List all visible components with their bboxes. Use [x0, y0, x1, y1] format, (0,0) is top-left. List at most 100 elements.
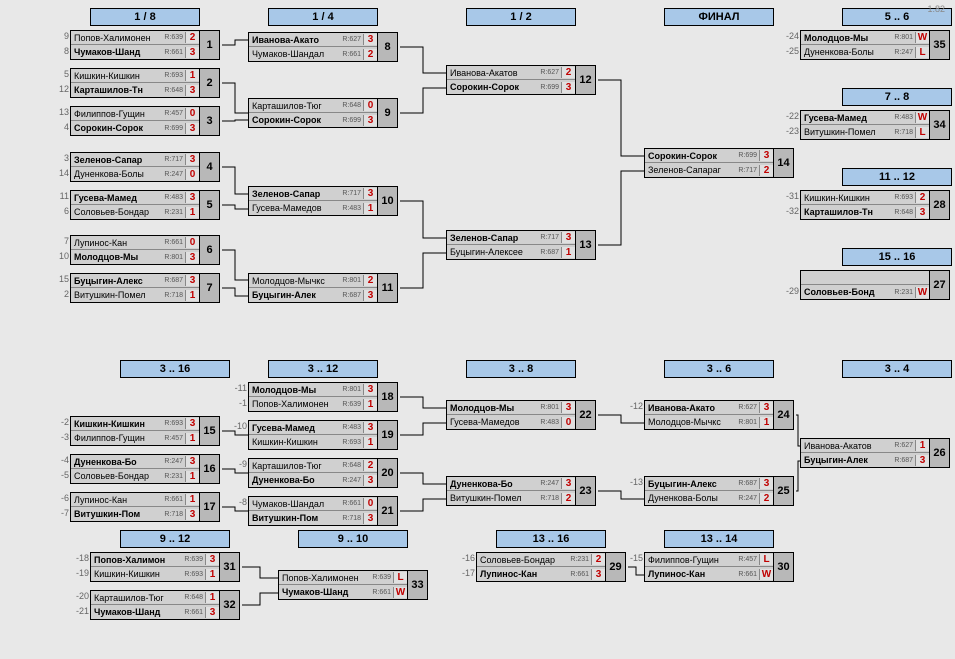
seed-number: 8 — [51, 46, 69, 56]
match-3: 134Филиппов-ГущинR:4570Сорокин-СорокR:69… — [70, 106, 220, 136]
player-rating: R:801 — [540, 404, 561, 411]
seed-number: 12 — [51, 84, 69, 94]
match-player-row: Витушкин-ПомR:7183 — [249, 511, 377, 525]
match-number: 29 — [605, 553, 625, 581]
match-number: 19 — [377, 421, 397, 449]
match-30: -15Филиппов-ГущинR:457LЛупинос-КанR:661W… — [644, 552, 794, 582]
match-number: 15 — [199, 417, 219, 445]
seed-number: 11 — [51, 191, 69, 201]
player-name: Сорокин-Сорок — [249, 115, 342, 125]
match-number: 35 — [929, 31, 949, 59]
match-player-row: Молодцов-МыR:8013 — [447, 401, 575, 415]
player-rating: R:648 — [184, 594, 205, 601]
player-name: Соловьев-Бонд — [801, 287, 894, 297]
seed-number: -4 — [51, 455, 69, 465]
player-rating: R:247 — [894, 49, 915, 56]
match-player-row: Соловьев-БондарR:2311 — [71, 205, 199, 219]
match-player-row: Кишкин-КишкинR:6931 — [249, 435, 377, 449]
match-player-row: Молодцов-МыR:8013 — [249, 383, 377, 397]
match-5: 116Гусева-МамедR:4833Соловьев-БондарR:23… — [70, 190, 220, 220]
player-rating: R:231 — [164, 209, 185, 216]
match-player-row: Дуненкова-БолыR:247L — [801, 45, 929, 59]
player-name: Дуненкова-Болы — [71, 169, 164, 179]
player-rating: R:627 — [738, 404, 759, 411]
match-player-row: Дуненкова-БоR:2473 — [71, 455, 199, 469]
player-score: L — [915, 47, 929, 58]
player-rating: R:247 — [164, 458, 185, 465]
round-header: 3 .. 4 — [842, 360, 952, 378]
match-10: Зеленов-СапарR:7173Гусева-МамедовR:48311… — [248, 186, 398, 216]
match-number: 7 — [199, 274, 219, 302]
seed-number: -25 — [781, 46, 799, 56]
seed-number: -18 — [71, 553, 89, 563]
player-name: Дуненкова-Бо — [249, 475, 342, 485]
match-11: Молодцов-МычксR:8012Буцыгин-АлекR:687311 — [248, 273, 398, 303]
round-header: 15 .. 16 — [842, 248, 952, 266]
match-player-row: Иванова-АкатоR:6273 — [645, 401, 773, 415]
player-rating: R:801 — [738, 419, 759, 426]
player-rating: R:699 — [164, 125, 185, 132]
player-score: 2 — [561, 67, 575, 78]
player-score: 3 — [185, 418, 199, 429]
player-name: Чумаков-Шанд — [71, 47, 164, 57]
player-score: 3 — [185, 192, 199, 203]
player-name: Буцыгин-Алекс — [71, 276, 164, 286]
seed-number: -2 — [51, 417, 69, 427]
round-header: 7 .. 8 — [842, 88, 952, 106]
match-number: 21 — [377, 497, 397, 525]
match-player-row: Кишкин-КишкинR:6931 — [91, 567, 219, 581]
player-rating: R:718 — [894, 129, 915, 136]
match-player-row: Чумаков-ШандR:6613 — [91, 605, 219, 619]
match-16: -4-5Дуненкова-БоR:2473Соловьев-БондарR:2… — [70, 454, 220, 484]
player-name: Лупинос-Кан — [71, 238, 164, 248]
seed-number: 9 — [51, 31, 69, 41]
player-name: Кишкин-Кишкин — [249, 437, 342, 447]
seed-number: 14 — [51, 168, 69, 178]
seed-number: 5 — [51, 69, 69, 79]
player-name: Витушкин-Пом — [249, 513, 342, 523]
match-player-row: Иванова-АкатовR:6272 — [447, 66, 575, 80]
match-player-row: Соловьев-БондарR:2311 — [71, 469, 199, 483]
player-rating: R:627 — [342, 36, 363, 43]
player-name: Иванова-Акато — [249, 35, 342, 45]
match-number: 9 — [377, 99, 397, 127]
player-rating: R:687 — [894, 457, 915, 464]
match-player-row: Иванова-АкатовR:6271 — [801, 439, 929, 453]
match-4: 314Зеленов-СапарR:7173Дуненкова-БолыR:24… — [70, 152, 220, 182]
match-player-row: Кишкин-КишкинR:6932 — [801, 191, 929, 205]
player-score: 3 — [591, 569, 605, 580]
match-player-row: Сорокин-СорокR:6993 — [71, 121, 199, 135]
seed-number: -12 — [625, 401, 643, 411]
player-score: 1 — [363, 437, 377, 448]
match-15: -2-3Кишкин-КишкинR:6933Филиппов-ГущинR:4… — [70, 416, 220, 446]
player-rating: R:231 — [894, 289, 915, 296]
player-rating: R:483 — [164, 194, 185, 201]
match-player-row: Гусева-МамедовR:4831 — [249, 201, 377, 215]
player-name: Сорокин-Сорок — [645, 151, 738, 161]
match-28: -31-32Кишкин-КишкинR:6932Карташилов-ТнR:… — [800, 190, 950, 220]
player-rating: R:661 — [342, 51, 363, 58]
seed-number: -20 — [71, 591, 89, 601]
match-20: -9Карташилов-ТюгR:6482Дуненкова-БоR:2473… — [248, 458, 398, 488]
match-number: 30 — [773, 553, 793, 581]
player-score: 1 — [363, 203, 377, 214]
player-name: Попов-Халимонен — [249, 399, 342, 409]
seed-number: -3 — [51, 432, 69, 442]
player-name: Гусева-Мамед — [801, 113, 894, 123]
match-player-row: Лупинос-КанR:6611 — [71, 493, 199, 507]
player-rating: R:699 — [738, 152, 759, 159]
match-32: -20-21Карташилов-ТюгR:6481Чумаков-ШандR:… — [90, 590, 240, 620]
match-player-row: Попов-ХалимоненR:639L — [279, 571, 407, 585]
player-rating: R:801 — [342, 277, 363, 284]
player-name: Молодцов-Мы — [249, 385, 342, 395]
player-name: Зеленов-Сапараг — [645, 165, 738, 175]
player-score: 0 — [561, 417, 575, 428]
player-score: 1 — [759, 417, 773, 428]
seed-number: -13 — [625, 477, 643, 487]
match-player-row: Буцыгин-АлекR:6873 — [801, 453, 929, 467]
seed-number: -7 — [51, 508, 69, 518]
player-score: 3 — [205, 554, 219, 565]
match-13: Зеленов-СапарR:7173Буцыгин-АлексееR:6871… — [446, 230, 596, 260]
player-name: Кишкин-Кишкин — [801, 193, 894, 203]
player-score: W — [915, 112, 929, 123]
